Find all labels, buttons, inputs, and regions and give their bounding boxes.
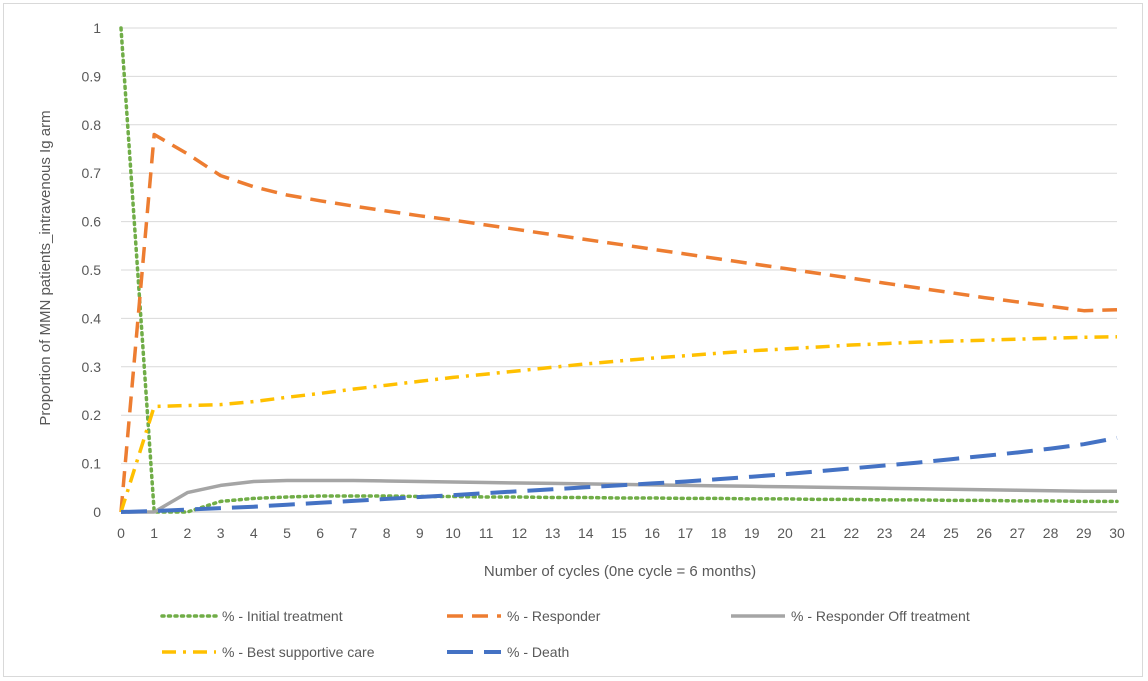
legend-label: % - Best supportive care	[222, 644, 375, 660]
x-tick-label: 27	[1010, 525, 1026, 541]
x-tick-label: 19	[744, 525, 760, 541]
x-tick-label: 5	[283, 525, 291, 541]
y-tick-label: 0.1	[82, 456, 102, 472]
x-tick-label: 11	[479, 525, 494, 541]
x-tick-label: 28	[1043, 525, 1059, 541]
x-tick-label: 12	[512, 525, 528, 541]
legend: % - Initial treatment % - Responder % - Re…	[160, 608, 970, 660]
x-tick-label: 6	[316, 525, 324, 541]
y-tick-label: 0.4	[82, 310, 102, 326]
y-tick-label: 0	[93, 504, 101, 520]
y-axis-title: Proportion of MMN patients_intravenous I…	[37, 110, 54, 425]
y-tick-label: 1	[93, 20, 101, 36]
series-line	[119, 335, 1118, 513]
x-tick-label: 0	[117, 525, 125, 541]
x-tick-label: 25	[943, 525, 959, 541]
x-tick-label: 9	[416, 525, 424, 541]
series-line	[120, 435, 1118, 514]
legend-label: % - Responder	[507, 608, 601, 624]
x-tick-label: 23	[877, 525, 893, 541]
x-tick-label: 16	[644, 525, 660, 541]
legend-label: % - Initial treatment	[222, 608, 343, 624]
series-line	[119, 26, 1119, 514]
x-tick-label: 29	[1076, 525, 1092, 541]
y-tick-label: 0.2	[82, 407, 102, 423]
y-tick-label: 0.7	[82, 165, 102, 181]
series-lines	[119, 26, 1119, 514]
legend-label: % - Death	[507, 644, 569, 660]
y-tick-label: 0.6	[82, 214, 102, 230]
y-tick-label: 0.3	[82, 359, 102, 375]
x-tick-label: 7	[350, 525, 358, 541]
y-tick-label: 0.8	[82, 117, 102, 133]
x-tick-label: 8	[383, 525, 391, 541]
x-tick-label: 21	[810, 525, 826, 541]
y-tick-labels: 0 0.1 0.2 0.3 0.4 0.5 0.6 0.7 0.8 0.9 1	[82, 20, 102, 520]
x-tick-label: 10	[445, 525, 461, 541]
x-tick-labels: 0 1 2 3 4 5 6 7 8 9 10 11 12 13 14 15 16 17 18 19 20 21 22 23 24…	[117, 525, 1125, 541]
x-tick-label: 30	[1109, 525, 1125, 541]
x-tick-label: 1	[150, 525, 158, 541]
x-tick-label: 2	[184, 525, 192, 541]
x-tick-label: 14	[578, 525, 594, 541]
x-tick-label: 13	[545, 525, 561, 541]
x-tick-label: 4	[250, 525, 258, 541]
gridlines	[121, 27, 1117, 513]
y-tick-label: 0.9	[82, 68, 102, 84]
x-tick-label: 26	[976, 525, 992, 541]
legend-label: % - Responder Off treatment	[791, 608, 970, 624]
series-line	[119, 132, 1118, 513]
x-tick-label: 15	[611, 525, 627, 541]
x-tick-label: 24	[910, 525, 926, 541]
x-tick-label: 22	[844, 525, 860, 541]
x-tick-label: 20	[777, 525, 793, 541]
x-tick-label: 18	[711, 525, 727, 541]
y-tick-label: 0.5	[82, 262, 102, 278]
x-tick-label: 17	[678, 525, 694, 541]
x-tick-label: 3	[217, 525, 225, 541]
x-axis-title: Number of cycles (0ne cycle = 6 months)	[484, 563, 756, 580]
